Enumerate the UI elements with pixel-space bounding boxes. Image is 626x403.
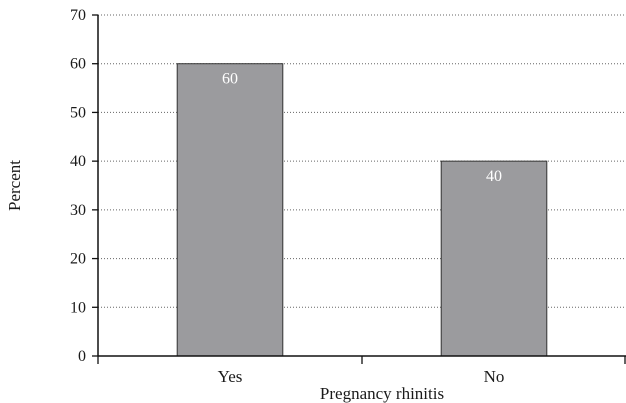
data-label-yes: 60 (222, 71, 238, 88)
bars: 60 40 (176, 63, 548, 357)
bar-yes (176, 63, 284, 357)
y-tick-label: 30 (70, 202, 86, 219)
x-tick-label-no: No (484, 367, 505, 386)
y-tick-label: 10 (70, 299, 86, 316)
data-label-no: 40 (486, 168, 502, 185)
bar-no (440, 160, 548, 357)
y-tick-label: 0 (78, 348, 86, 365)
x-tick-label-yes: Yes (218, 367, 243, 386)
y-tick-label: 70 (70, 7, 86, 24)
y-tick-label: 20 (70, 251, 86, 268)
ticks: 0 10 20 30 40 50 60 70 Yes No (70, 7, 626, 386)
y-tick-label: 40 (70, 153, 86, 170)
x-axis-title: Pregnancy rhinitis (320, 384, 444, 403)
y-axis-title: Percent (5, 160, 24, 211)
y-tick-label: 50 (70, 104, 86, 121)
y-tick-label: 60 (70, 56, 86, 73)
